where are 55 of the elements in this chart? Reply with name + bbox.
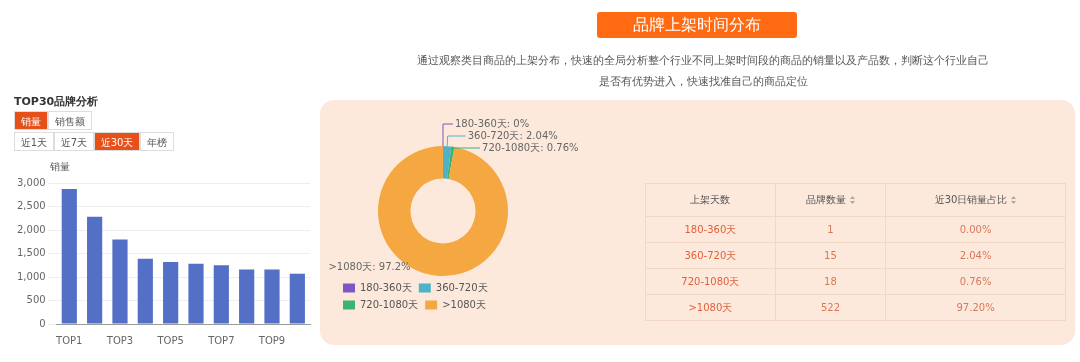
bar [213, 265, 229, 324]
y-axis-title: 销量 [50, 160, 70, 174]
data-label: >1080天: 97.2% [328, 261, 411, 273]
legend-label: >1080天 [442, 298, 486, 310]
text: 近30日销量占比 [885, 183, 1066, 217]
text: 近1天 [14, 132, 54, 151]
text: 通过观察类目商品的上架分布，快速的全局分析整个行业不同上架时间段的商品的销量以及产品数，判断这个行业自己是否有优势进入，快速找准自己的商品定位 [416, 53, 990, 90]
data-label: 720-1080天: 0.76% [482, 141, 579, 153]
text: 年榜 [140, 132, 174, 151]
y-tick-label: 1,500 [16, 247, 46, 259]
y-tick-label: 2,000 [16, 223, 46, 235]
text: >1080天 [645, 294, 776, 321]
bar [87, 216, 103, 324]
text: 18 [775, 268, 886, 295]
bar [289, 273, 305, 324]
text: 97.20% [885, 294, 1066, 321]
chart-title: TOP30品牌分析 [14, 94, 99, 109]
text: 522 [775, 294, 886, 321]
x-tick-label: TOP7 [207, 334, 235, 346]
legend-label: 360-720天 [435, 281, 488, 293]
text: 近30天 [94, 132, 140, 151]
x-tick-label: TOP9 [257, 334, 286, 346]
bar [163, 261, 179, 324]
bar [61, 189, 77, 324]
text: 180-360天 [645, 216, 776, 243]
bar [264, 269, 280, 324]
x-tick-label: TOP3 [105, 334, 134, 346]
text: 销售额 [48, 111, 92, 130]
text: 0.00% [885, 216, 1066, 243]
bar [239, 269, 255, 324]
text: 180-360天: 0% [455, 117, 530, 129]
legend-label: 720-1080天 [360, 298, 419, 310]
y-tick-label: 2,500 [16, 200, 46, 212]
text: 品牌上架时间分布 [597, 12, 797, 38]
data-label: 360-720天: 2.04% [467, 129, 558, 141]
y-tick-label: 3,000 [16, 176, 46, 188]
bar [188, 263, 204, 324]
text: 1 [775, 216, 886, 243]
text: 360-720天 [645, 242, 776, 269]
text: 上架天数 [645, 183, 776, 217]
bar [137, 258, 153, 324]
y-tick-label: 1,000 [16, 270, 46, 282]
text: 近7天 [54, 132, 94, 151]
x-tick-label: TOP5 [156, 334, 184, 346]
text: 销量 [14, 111, 48, 130]
text: 品牌数量 [775, 183, 886, 217]
text: 2.04% [885, 242, 1066, 269]
text: 720-1080天 [645, 268, 776, 295]
y-tick-label: 0 [39, 317, 46, 329]
bar [112, 239, 128, 324]
y-tick-label: 500 [26, 294, 46, 306]
x-tick-label: TOP1 [55, 334, 83, 346]
text: 0.76% [885, 268, 1066, 295]
legend-label: 180-360天 [360, 281, 412, 293]
text: 15 [775, 242, 886, 269]
